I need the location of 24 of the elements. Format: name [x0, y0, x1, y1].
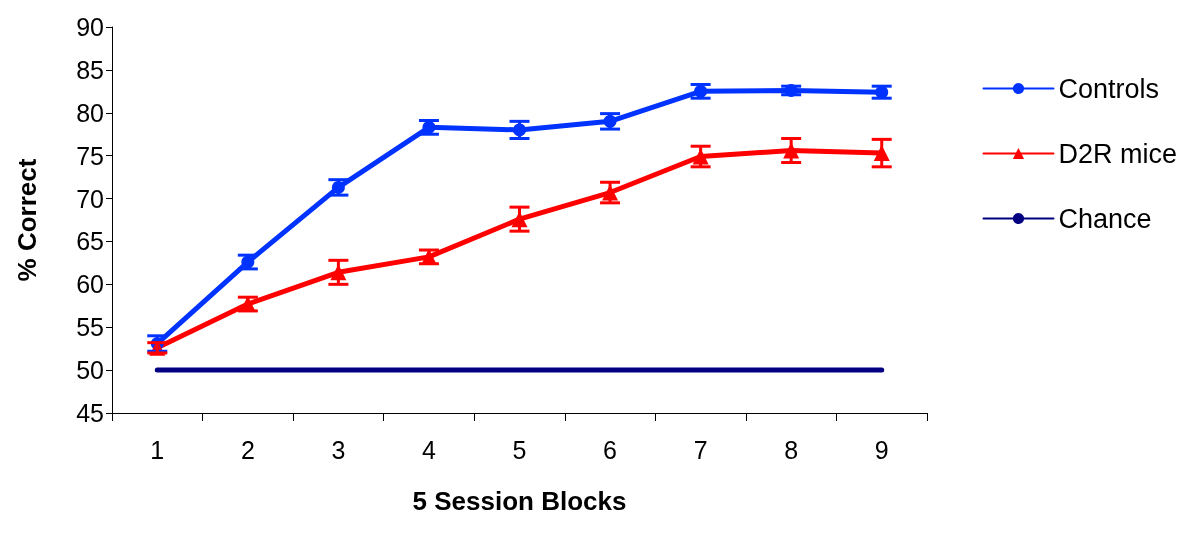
x-tick-label: 6 [603, 435, 618, 464]
legend-label: Chance [1058, 203, 1152, 234]
y-tick-label: 55 [76, 313, 104, 342]
y-tick-label: 50 [76, 356, 104, 385]
x-tick-label: 3 [331, 435, 346, 464]
x-tick-label: 1 [150, 435, 165, 464]
y-tick-label: 65 [76, 227, 104, 256]
y-tick-label: 80 [76, 98, 104, 127]
legend-label: Controls [1058, 73, 1160, 104]
x-axis-title: 5 Session Blocks [412, 486, 627, 516]
y-tick-label: 60 [76, 270, 104, 299]
y-tick-label: 70 [76, 184, 104, 213]
x-tick-label: 9 [874, 435, 889, 464]
x-tick-label: 5 [512, 435, 527, 464]
x-tick-label: 7 [693, 435, 708, 464]
y-tick-label: 90 [76, 13, 104, 41]
y-axis-title: % Correct [12, 158, 42, 282]
y-tick-label: 85 [76, 55, 104, 84]
x-tick-label: 2 [240, 435, 255, 464]
y-tick-label: 75 [76, 141, 104, 170]
y-tick-label: 45 [76, 399, 104, 427]
x-tick-label: 4 [421, 435, 436, 464]
x-tick-label: 8 [784, 435, 799, 464]
legend-label: D2R mice [1058, 138, 1178, 169]
